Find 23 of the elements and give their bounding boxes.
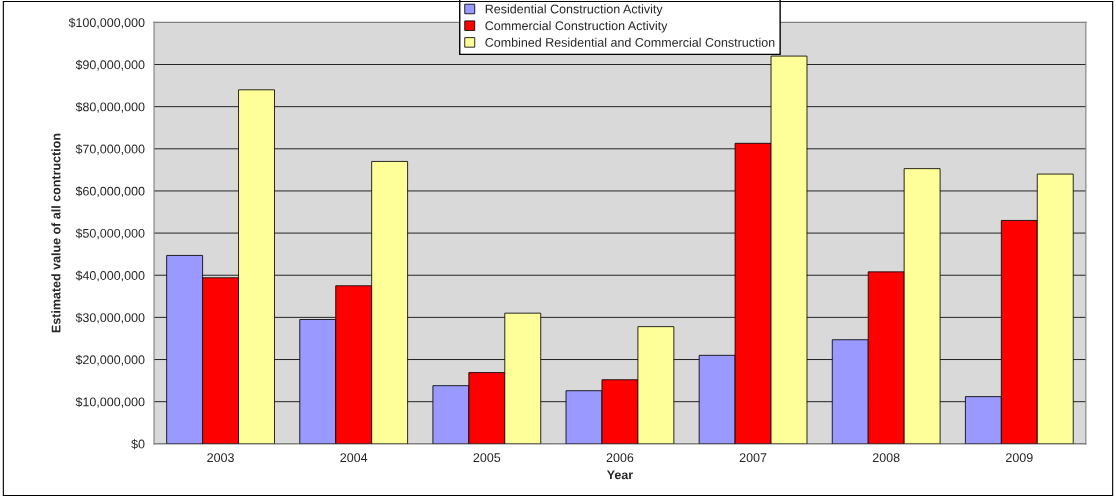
legend-label: Combined Residential and Commercial Construction [485, 37, 775, 47]
y-tick-label: $20,000,000 [75, 354, 145, 366]
x-tick-label: 2006 [606, 453, 634, 463]
y-tick-label: $60,000,000 [75, 186, 145, 198]
y-tick-label: $100,000,000 [68, 17, 145, 29]
y-tick-label: $50,000,000 [75, 228, 145, 240]
x-tick-label: 2009 [1006, 453, 1033, 463]
x-tick-label: 2005 [473, 453, 501, 463]
x-tick-label: 2003 [207, 453, 234, 463]
y-tick-label: $80,000,000 [75, 101, 145, 113]
x-tick-label: 2007 [739, 453, 767, 463]
legend-label: Commercial Construction Activity [485, 20, 668, 33]
y-tick-label: $90,000,000 [75, 59, 145, 71]
y-tick-label: $70,000,000 [75, 144, 145, 155]
x-tick-label: 2004 [340, 453, 368, 463]
x-axis-title: Year [606, 470, 633, 480]
x-tick-label: 2008 [872, 453, 900, 463]
y-axis-title: Estimated value of all contruction [51, 133, 61, 333]
y-tick-label: $40,000,000 [75, 270, 145, 282]
y-tick-label: $0 [131, 439, 145, 450]
legend-label: Residential Construction Activity [485, 4, 663, 16]
y-tick-label: $10,000,000 [75, 396, 145, 408]
y-tick-label: $30,000,000 [75, 312, 145, 324]
